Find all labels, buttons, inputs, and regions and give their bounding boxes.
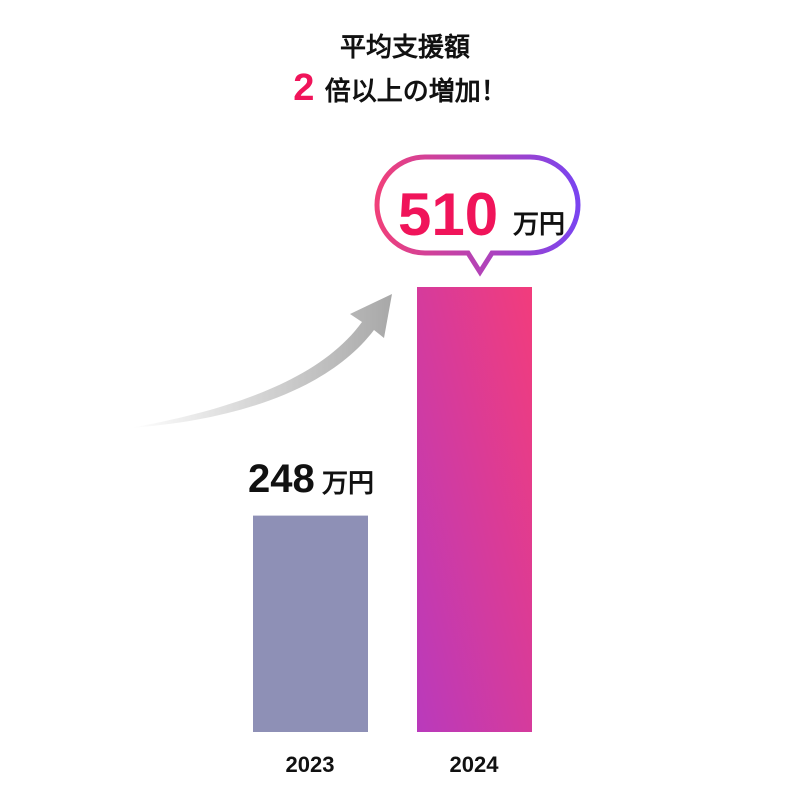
x-tick-2024: 2024	[450, 752, 500, 777]
value-bubble	[374, 154, 581, 277]
value-unit-2023: 万円	[322, 469, 374, 499]
value-unit-2024: 万円	[513, 210, 565, 240]
chart-title-line1: 平均支援額	[340, 33, 470, 63]
growth-arrow-icon	[130, 294, 392, 428]
bubble-outline	[374, 154, 581, 277]
chart-title-line2: 2 倍以上の増加！	[293, 67, 507, 109]
title-highlight: 2	[293, 67, 314, 109]
value-label-2023: 248	[248, 457, 315, 501]
title-rest: 倍以上の増加！	[325, 76, 507, 107]
x-tick-2023: 2023	[286, 752, 335, 777]
bar-2023	[253, 515, 368, 732]
bar-2024	[417, 287, 532, 732]
value-label-2024: 510	[398, 181, 498, 248]
